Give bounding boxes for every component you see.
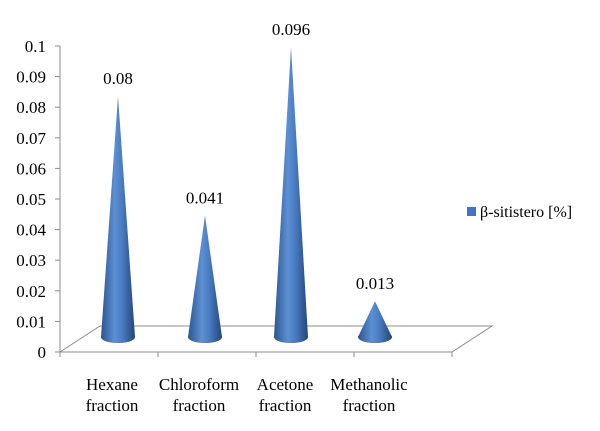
category-label: fraction (343, 396, 396, 415)
y-tick-label: 0.09 (16, 68, 46, 87)
legend: β-sitistero [%] (467, 204, 572, 221)
category-label: fraction (259, 396, 312, 415)
legend-swatch (467, 207, 476, 216)
y-tick-label: 0.04 (16, 221, 46, 240)
axes-layer: 0 0.01 0.02 0.03 0.04 0.05 0.06 0.07 0.08 0.09 0.1 (16, 37, 494, 362)
y-tick-label: 0.01 (16, 312, 46, 331)
y-tick-label: 0 (38, 343, 47, 362)
y-tick-label: 0.07 (16, 129, 46, 148)
y-tick-label: 0.08 (16, 98, 46, 117)
labels-layer: 0.08 0.041 0.096 0.013 Hexane fraction Chlorof… (86, 20, 409, 415)
category-label: Methanolic (330, 375, 408, 394)
y-tick-label: 0.1 (25, 37, 46, 56)
data-label: 0.013 (356, 274, 394, 293)
cone-bar (101, 96, 135, 343)
cone-bar (358, 301, 392, 343)
data-label: 0.096 (272, 20, 310, 39)
category-label: fraction (173, 396, 226, 415)
y-tick-label: 0.02 (16, 282, 46, 301)
legend-label: β-sitistero [%] (480, 204, 572, 221)
cone-bar (188, 215, 222, 343)
y-tick-label: 0.05 (16, 190, 46, 209)
category-label: Acetone (257, 375, 314, 394)
category-label: Hexane (86, 375, 138, 394)
cone-bar (274, 47, 308, 344)
category-label: fraction (86, 396, 139, 415)
y-tick-label: 0.06 (16, 159, 46, 178)
category-label: Chloroform (159, 375, 239, 394)
data-label: 0.041 (186, 189, 224, 208)
data-label: 0.08 (103, 69, 133, 88)
bars-layer (101, 47, 392, 344)
y-tick-label: 0.03 (16, 251, 46, 270)
